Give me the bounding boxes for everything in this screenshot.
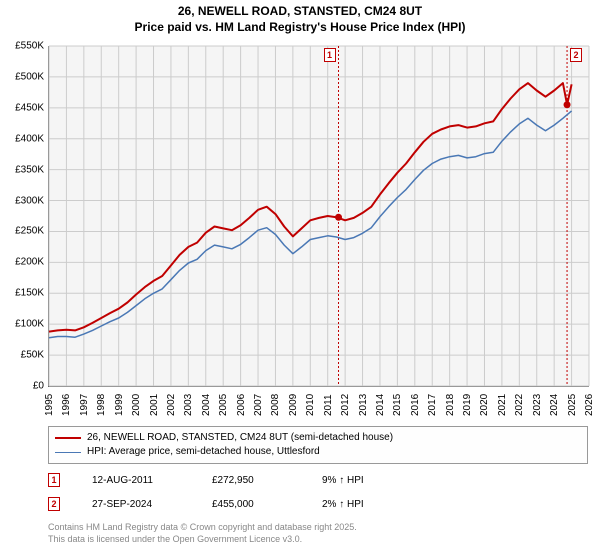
x-tick-label: 2003 [183,394,194,416]
x-tick-label: 2014 [375,394,386,416]
x-tick-label: 2009 [288,394,299,416]
x-tick-label: 2025 [567,394,578,416]
legend-row-property: 26, NEWELL ROAD, STANSTED, CM24 8UT (sem… [55,431,581,445]
legend-label-property: 26, NEWELL ROAD, STANSTED, CM24 8UT (sem… [87,431,393,445]
x-tick-label: 1996 [61,394,72,416]
y-tick-label: £400K [0,133,44,144]
x-tick-label: 2021 [497,394,508,416]
x-tick-label: 2001 [149,394,160,416]
x-tick-label: 2010 [305,394,316,416]
price-chart-container: 26, NEWELL ROAD, STANSTED, CM24 8UT Pric… [0,0,600,560]
y-tick-label: £100K [0,319,44,330]
x-tick-label: 2024 [549,394,560,416]
y-tick-label: £150K [0,288,44,299]
x-tick-label: 2020 [479,394,490,416]
x-tick-label: 2022 [514,394,525,416]
x-tick-label: 1998 [96,394,107,416]
event-marker-2: 2 [570,48,582,62]
y-tick-label: £300K [0,195,44,206]
x-tick-label: 2005 [218,394,229,416]
event-date-2: 27-SEP-2024 [92,499,212,510]
x-tick-label: 1999 [114,394,125,416]
x-tick-label: 2011 [323,394,334,416]
event-price-2: £455,000 [212,499,322,510]
y-tick-label: £450K [0,102,44,113]
x-tick-label: 2013 [358,394,369,416]
event-badge-1: 1 [48,473,60,487]
legend-line-blue [55,452,81,453]
y-tick-label: £350K [0,164,44,175]
x-tick-label: 1997 [79,394,90,416]
event-hpi-2: 2% ↑ HPI [322,499,442,510]
x-tick-label: 2008 [270,394,281,416]
event-price-1: £272,950 [212,475,322,486]
x-tick-label: 2000 [131,394,142,416]
event-date-1: 12-AUG-2011 [92,475,212,486]
plot-area [48,46,589,387]
x-tick-label: 2017 [427,394,438,416]
copyright-line-2: This data is licensed under the Open Gov… [48,534,302,544]
x-tick-label: 2018 [445,394,456,416]
chart-title: 26, NEWELL ROAD, STANSTED, CM24 8UT Pric… [0,0,600,35]
title-line-1: 26, NEWELL ROAD, STANSTED, CM24 8UT [178,4,422,18]
x-tick-label: 2012 [340,394,351,416]
x-tick-label: 2004 [201,394,212,416]
legend-label-hpi: HPI: Average price, semi-detached house,… [87,445,320,459]
y-tick-label: £500K [0,71,44,82]
y-tick-label: £0 [0,381,44,392]
event-badge-2: 2 [48,497,60,511]
x-tick-label: 2023 [532,394,543,416]
x-tick-label: 2006 [236,394,247,416]
event-row-2: 2 27-SEP-2024 £455,000 2% ↑ HPI [48,492,442,516]
x-tick-label: 2026 [584,394,595,416]
y-tick-label: £50K [0,350,44,361]
x-tick-label: 2016 [410,394,421,416]
event-row-1: 1 12-AUG-2011 £272,950 9% ↑ HPI [48,468,442,492]
x-tick-label: 2019 [462,394,473,416]
y-tick-label: £550K [0,41,44,52]
title-line-2: Price paid vs. HM Land Registry's House … [135,20,466,34]
x-tick-label: 2015 [392,394,403,416]
x-tick-label: 2002 [166,394,177,416]
y-tick-label: £250K [0,226,44,237]
legend: 26, NEWELL ROAD, STANSTED, CM24 8UT (sem… [48,426,588,464]
y-tick-label: £200K [0,257,44,268]
copyright-line-1: Contains HM Land Registry data © Crown c… [48,522,357,532]
event-table: 1 12-AUG-2011 £272,950 9% ↑ HPI 2 27-SEP… [48,468,442,516]
chart-svg [49,46,589,386]
legend-line-red [55,437,81,439]
x-tick-label: 1995 [44,394,55,416]
copyright-text: Contains HM Land Registry data © Crown c… [48,522,357,545]
event-hpi-1: 9% ↑ HPI [322,475,442,486]
x-tick-label: 2007 [253,394,264,416]
legend-row-hpi: HPI: Average price, semi-detached house,… [55,445,581,459]
event-marker-1: 1 [324,48,336,62]
